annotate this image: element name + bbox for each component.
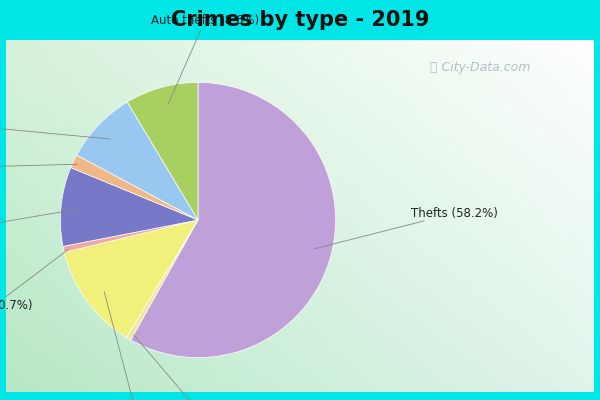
Wedge shape xyxy=(61,168,198,246)
Text: Robberies (8.6%): Robberies (8.6%) xyxy=(0,117,110,139)
Text: Crimes by type - 2019: Crimes by type - 2019 xyxy=(171,10,429,30)
Text: Murders (0.6%): Murders (0.6%) xyxy=(134,335,257,400)
Text: Arson (0.7%): Arson (0.7%) xyxy=(0,250,68,312)
Wedge shape xyxy=(63,220,198,252)
Wedge shape xyxy=(127,82,198,220)
Text: Auto thefts (8.6%): Auto thefts (8.6%) xyxy=(151,14,259,105)
Wedge shape xyxy=(126,220,198,340)
Text: Thefts (58.2%): Thefts (58.2%) xyxy=(314,207,498,249)
Text: ⓘ City-Data.com: ⓘ City-Data.com xyxy=(430,62,530,74)
Wedge shape xyxy=(71,155,198,220)
Wedge shape xyxy=(77,102,198,220)
Text: Rapes (1.6%): Rapes (1.6%) xyxy=(0,161,77,174)
Text: Burglaries (9.3%): Burglaries (9.3%) xyxy=(0,209,79,240)
Wedge shape xyxy=(131,82,335,358)
Wedge shape xyxy=(64,220,198,337)
Text: Assaults (12.5%): Assaults (12.5%) xyxy=(86,292,186,400)
